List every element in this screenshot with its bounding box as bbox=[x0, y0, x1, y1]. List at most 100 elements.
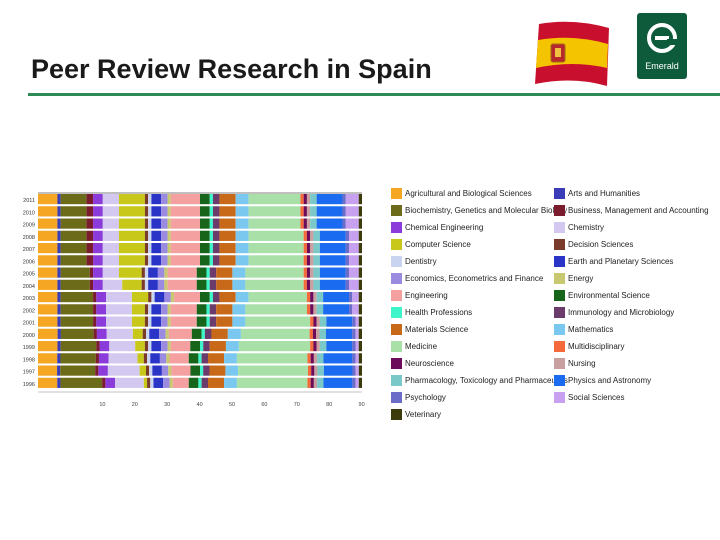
bar-segment bbox=[170, 230, 200, 241]
bar-segment bbox=[144, 243, 149, 254]
bar-segment bbox=[209, 230, 213, 241]
bar-segment bbox=[144, 341, 149, 352]
bar-segment bbox=[307, 353, 311, 364]
legend-label: Chemistry bbox=[568, 223, 605, 232]
bar-segment bbox=[38, 377, 58, 388]
bar-segment bbox=[358, 377, 362, 388]
bar-segment bbox=[151, 194, 162, 205]
bar-segment bbox=[209, 341, 226, 352]
bar-segment bbox=[319, 279, 346, 290]
legend-label: Arts and Humanities bbox=[568, 189, 641, 198]
bar-segment bbox=[345, 267, 350, 278]
bar-segment bbox=[310, 341, 314, 352]
bar-segment bbox=[216, 267, 233, 278]
bar-segment bbox=[313, 377, 318, 388]
bar-segment bbox=[60, 218, 87, 229]
bar-segment bbox=[313, 341, 317, 352]
bar-segment bbox=[196, 279, 207, 290]
bar-segment bbox=[355, 328, 359, 339]
y-tick-label: 1999 bbox=[23, 345, 35, 351]
bar-segment bbox=[238, 365, 308, 376]
bar-segment bbox=[141, 279, 145, 290]
bar-segment bbox=[245, 316, 311, 327]
bar-segment bbox=[232, 279, 246, 290]
bar-segment bbox=[95, 365, 99, 376]
bar-segment bbox=[60, 255, 87, 266]
bar-segment bbox=[358, 365, 362, 376]
legend-swatch bbox=[391, 324, 402, 335]
y-tick-label: 1997 bbox=[23, 370, 35, 376]
bar-segment bbox=[60, 206, 87, 217]
bar-segment bbox=[342, 206, 346, 217]
bar-segment bbox=[191, 328, 202, 339]
bar-segment bbox=[216, 304, 233, 315]
bar-segment bbox=[38, 304, 58, 315]
bar-segment bbox=[168, 365, 172, 376]
bar-segment bbox=[323, 304, 350, 315]
bar-segment bbox=[196, 267, 207, 278]
bar-segment bbox=[238, 341, 311, 352]
bar-segment bbox=[38, 194, 58, 205]
bar-segment bbox=[227, 328, 241, 339]
bar-segment bbox=[106, 328, 133, 339]
bar-segment bbox=[89, 267, 94, 278]
bar-segment bbox=[148, 292, 152, 303]
bar-segment bbox=[190, 341, 200, 352]
bar-segment bbox=[209, 206, 213, 217]
bar-segment bbox=[96, 316, 107, 327]
bar-segment bbox=[203, 365, 210, 376]
bar-segment bbox=[170, 292, 175, 303]
emerald-e-icon bbox=[647, 23, 677, 53]
bar-segment bbox=[326, 328, 353, 339]
bar-segment bbox=[219, 218, 236, 229]
bar-segment bbox=[169, 353, 189, 364]
bar-segment bbox=[60, 279, 90, 290]
bar-segment bbox=[119, 218, 145, 229]
bar-segment bbox=[209, 316, 217, 327]
legend-swatch bbox=[554, 324, 565, 335]
bar-segment bbox=[105, 377, 115, 388]
legend-swatch bbox=[554, 239, 565, 250]
legend-swatch bbox=[554, 222, 565, 233]
bar-segment bbox=[313, 292, 317, 303]
bar-segment bbox=[323, 365, 353, 376]
bar-segment bbox=[57, 194, 61, 205]
bar-segment bbox=[326, 341, 353, 352]
bar-segment bbox=[60, 292, 94, 303]
bar-segment bbox=[60, 194, 87, 205]
bar-segment bbox=[308, 365, 312, 376]
bar-segment bbox=[235, 218, 249, 229]
bar-segment bbox=[170, 255, 200, 266]
legend-label: Nursing bbox=[568, 359, 596, 368]
bar-segment bbox=[38, 218, 58, 229]
legend-swatch bbox=[391, 188, 402, 199]
bar-segment bbox=[314, 365, 318, 376]
bar-segment bbox=[38, 316, 58, 327]
bar-segment bbox=[106, 304, 132, 315]
bar-segment bbox=[349, 304, 353, 315]
bar-segment bbox=[148, 279, 158, 290]
bar-segment bbox=[159, 328, 166, 339]
bar-segment bbox=[235, 230, 249, 241]
bar-segment bbox=[245, 304, 307, 315]
bar-segment bbox=[60, 243, 87, 254]
bar-segment bbox=[142, 328, 146, 339]
legend-label: Business, Management and Accounting bbox=[568, 206, 709, 215]
bar-segment bbox=[352, 304, 359, 315]
bar-segment bbox=[306, 304, 311, 315]
bar-segment bbox=[345, 255, 350, 266]
bar-segment bbox=[316, 304, 324, 315]
bar-segment bbox=[119, 243, 145, 254]
bar-segment bbox=[99, 341, 110, 352]
bar-segment bbox=[326, 316, 353, 327]
y-tick-label: 2000 bbox=[23, 333, 35, 339]
y-tick-label: 2008 bbox=[23, 235, 35, 241]
legend-swatch bbox=[391, 205, 402, 216]
bar-segment bbox=[161, 194, 168, 205]
bar-segment bbox=[174, 292, 200, 303]
logo-text: Emerald bbox=[645, 61, 679, 71]
bar-segment bbox=[236, 353, 308, 364]
bar-segment bbox=[216, 316, 233, 327]
bar-segment bbox=[358, 341, 362, 352]
spain-flag-icon bbox=[535, 21, 609, 86]
